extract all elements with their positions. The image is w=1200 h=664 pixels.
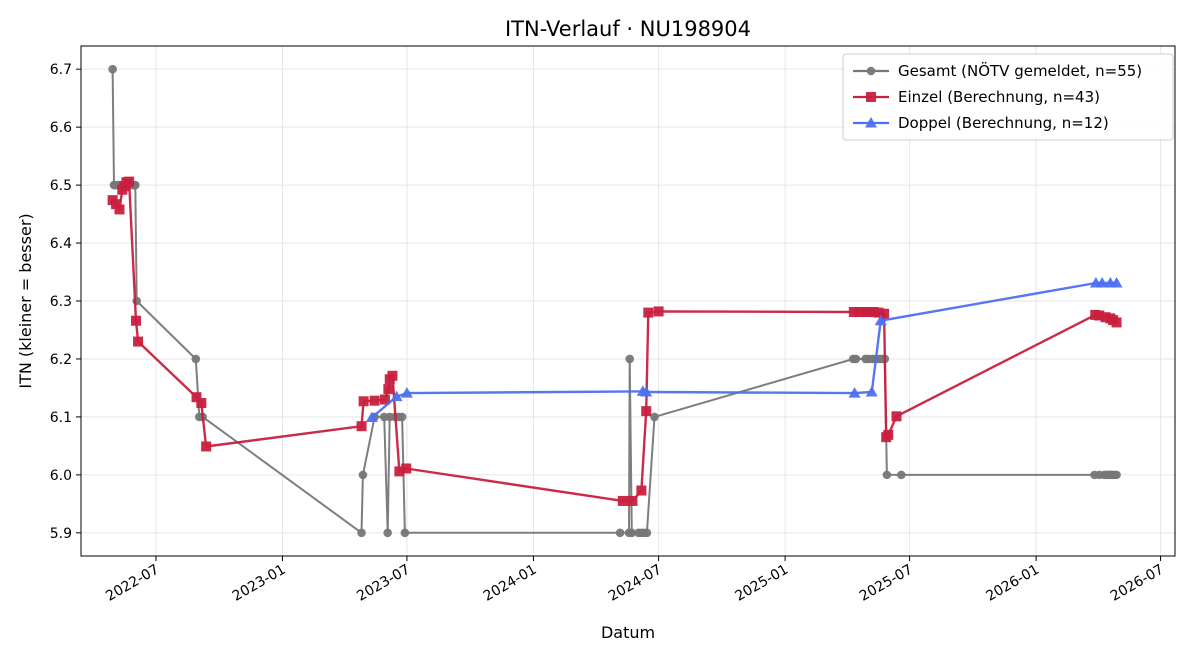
series-2-point: [387, 370, 398, 381]
series-2-point: [111, 199, 122, 210]
series-3-point: [390, 390, 403, 402]
series-2: [107, 176, 1122, 506]
series-2-point: [196, 398, 207, 408]
legend-item: Einzel (Berechnung, n=43): [853, 88, 1100, 106]
series-1-point: [897, 470, 906, 480]
series-1-point: [108, 64, 117, 74]
series-3-point: [865, 385, 878, 397]
series-2-point: [394, 466, 405, 477]
series-3-point: [400, 387, 413, 398]
x-axis-label: Datum: [601, 623, 655, 642]
series-2-point: [201, 441, 212, 452]
legend-items: Gesamt (NÖTV gemeldet, n=55) Einzel (Bere…: [853, 61, 1142, 132]
series-1-point: [650, 412, 659, 422]
series-3-point: [874, 314, 887, 326]
x-tick-label: 2025-07: [857, 562, 916, 605]
series-1-point: [191, 354, 201, 364]
series-1-point: [627, 528, 637, 538]
series-1-point: [851, 354, 861, 364]
series-layer: [107, 64, 1123, 538]
series-3-point: [640, 385, 653, 397]
series-1-point: [625, 354, 635, 364]
series-2-point: [191, 392, 202, 403]
x-tick-label: 2024-01: [481, 562, 540, 605]
y-tick-label: 6.0: [50, 468, 72, 484]
series-2-point: [131, 315, 142, 326]
y-axis-label: ITN (kleiner = besser): [16, 213, 35, 388]
legend-item: Gesamt (NÖTV gemeldet, n=55): [853, 61, 1142, 80]
series-2-point: [356, 421, 367, 432]
y-tick-label: 6.1: [50, 410, 72, 426]
legend-marker: [866, 92, 876, 102]
series-2-point: [854, 307, 865, 318]
series-2-point: [883, 429, 894, 440]
series-3-line: [371, 281, 1117, 419]
series-3-point: [1096, 277, 1109, 288]
series-2-point: [627, 495, 638, 506]
y-tick-label: 6.3: [50, 294, 72, 310]
series-1-point: [1112, 470, 1121, 480]
series-2-point: [617, 495, 628, 506]
series-2-point: [636, 485, 647, 496]
legend-marker: [866, 66, 876, 76]
series-2-point: [401, 463, 412, 474]
series-3-point: [365, 411, 378, 422]
x-tick-label: 2022-07: [103, 562, 162, 605]
y-tick-label: 6.4: [50, 236, 72, 252]
series-2-point: [114, 204, 125, 215]
series-2-point: [891, 411, 902, 422]
legend: Gesamt (NÖTV gemeldet, n=55) Einzel (Bere…: [842, 53, 1174, 141]
series-2-point: [379, 394, 390, 405]
series-2-point: [133, 336, 144, 347]
series-2-point: [879, 308, 890, 319]
x-tick-label: 2025-01: [732, 562, 791, 605]
series-3-point: [1110, 277, 1123, 288]
legend-label: Doppel (Berechnung, n=12): [898, 114, 1109, 132]
x-tick-label: 2026-07: [1108, 562, 1167, 605]
series-1-point: [615, 528, 625, 538]
chart-title: ITN-Verlauf · NU198904: [505, 17, 751, 41]
y-tick-label: 6.6: [50, 120, 72, 136]
x-tick-label: 2023-07: [354, 562, 413, 605]
series-2-point: [643, 307, 654, 318]
legend-label: Gesamt (NÖTV gemeldet, n=55): [898, 61, 1142, 80]
series-2-point: [1094, 310, 1105, 321]
y-ticks: 5.9 6.0 6.1 6.2 6.3 6.4 6.5 6.6 6.7: [50, 62, 81, 542]
series-1-point: [397, 412, 407, 422]
x-tick-label: 2026-01: [983, 562, 1042, 605]
series-1-point: [642, 528, 652, 538]
legend-label: Einzel (Berechnung, n=43): [898, 88, 1100, 106]
y-tick-label: 6.7: [50, 62, 72, 78]
series-2-point: [124, 176, 135, 187]
series-1-point: [383, 528, 392, 538]
x-tick-label: 2023-01: [230, 562, 289, 605]
series-1-point: [358, 470, 368, 480]
x-ticks: 2022-07 2023-01 2023-07 2024-01 2024-07 2025-…: [103, 556, 1167, 605]
series-2-point: [358, 396, 369, 407]
series-2-point: [383, 384, 394, 395]
series-1-point: [357, 528, 366, 538]
series-1-point: [400, 528, 410, 538]
legend-marker: [865, 117, 877, 128]
x-tick-label: 2024-07: [606, 562, 665, 605]
grid: [81, 46, 1175, 556]
y-tick-label: 5.9: [50, 526, 72, 542]
series-1-point: [882, 470, 892, 480]
y-tick-label: 6.2: [50, 352, 72, 368]
series-2-point: [653, 306, 664, 317]
series-3: [365, 277, 1123, 422]
legend-item: Doppel (Berechnung, n=12): [853, 114, 1109, 132]
series-2-point: [369, 395, 380, 406]
series-2-point: [1111, 317, 1122, 328]
legend-box: [842, 53, 1174, 141]
series-3-point: [848, 387, 861, 398]
series-2-line: [111, 180, 1118, 503]
series-2-point: [848, 307, 859, 318]
y-tick-label: 6.5: [50, 178, 72, 194]
series-2-point: [873, 307, 884, 318]
series-2-point: [641, 406, 652, 417]
